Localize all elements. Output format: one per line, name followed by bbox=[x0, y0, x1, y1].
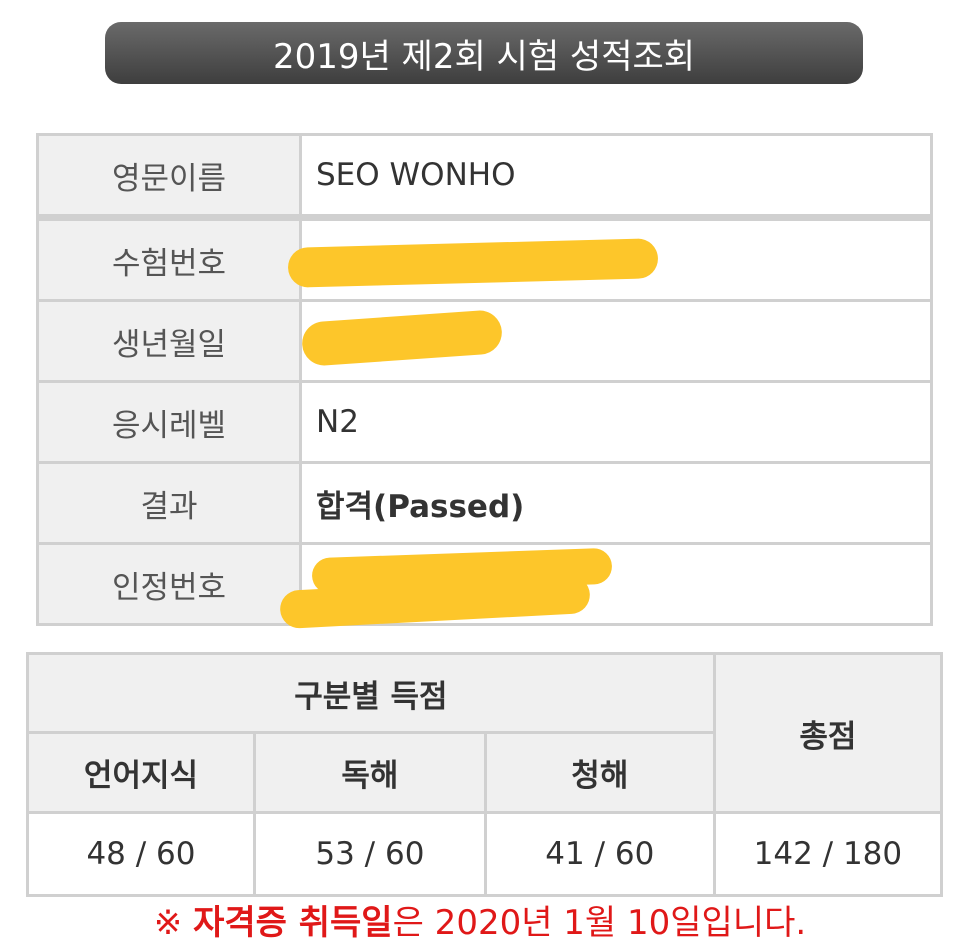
total-score-header: 총점 bbox=[712, 652, 944, 814]
column-header: 청해 bbox=[483, 731, 716, 814]
level-label: 응시레벨 bbox=[36, 380, 302, 464]
table-row: 구분별 득점 총점 bbox=[26, 652, 944, 814]
table-row: 수험번호 bbox=[36, 216, 933, 302]
exam-number-value bbox=[287, 216, 933, 302]
table-row: 생년월일 bbox=[36, 299, 933, 383]
section-score-header: 구분별 득점 bbox=[26, 652, 716, 734]
note-emphasis: 자격증 취득일 bbox=[193, 903, 393, 943]
certificate-date-note: ※ 자격증 취득일은 2020년 1월 10일입니다. bbox=[0, 895, 960, 944]
table-row: 응시레벨 N2 bbox=[36, 380, 933, 464]
note-rest: 은 2020년 1월 10일입니다. bbox=[392, 903, 807, 943]
table-row: 영문이름 SEO WONHO bbox=[36, 133, 933, 221]
table-row: 48 / 60 53 / 60 41 / 60 142 / 180 bbox=[26, 811, 944, 897]
score-cell: 41 / 60 bbox=[483, 811, 716, 897]
score-cell: 48 / 60 bbox=[26, 811, 256, 897]
applicant-info-table: 영문이름 SEO WONHO 수험번호 생년월일 응시레벨 N2 결과 합격(P… bbox=[36, 133, 933, 630]
result-label: 결과 bbox=[36, 461, 302, 545]
certificate-number-label: 인정번호 bbox=[36, 542, 302, 626]
table-row: 언어지식 독해 청해 bbox=[26, 731, 942, 814]
result-value: 합격(Passed) bbox=[299, 461, 933, 545]
score-cell: 53 / 60 bbox=[252, 811, 487, 897]
column-header: 독해 bbox=[252, 731, 487, 814]
redaction-mark bbox=[300, 309, 504, 367]
level-value: N2 bbox=[299, 380, 933, 464]
total-score-cell: 142 / 180 bbox=[712, 811, 944, 897]
english-name-value: SEO WONHO bbox=[299, 133, 933, 221]
table-row: 인정번호 bbox=[36, 542, 933, 630]
english-name-label: 영문이름 bbox=[36, 133, 302, 221]
page-title: 2019년 제2회 시험 성적조회 bbox=[105, 22, 863, 84]
score-table: 구분별 득점 총점 언어지식 독해 청해 48 / 60 53 / 60 41 … bbox=[26, 652, 944, 897]
certificate-number-value bbox=[279, 542, 933, 630]
exam-number-label: 수험번호 bbox=[36, 216, 302, 302]
table-row: 결과 합격(Passed) bbox=[36, 461, 933, 545]
birthdate-label: 생년월일 bbox=[36, 299, 302, 383]
column-header: 언어지식 bbox=[26, 731, 256, 814]
note-prefix: ※ bbox=[153, 903, 194, 943]
redaction-mark bbox=[287, 238, 659, 288]
birthdate-value bbox=[299, 299, 933, 383]
